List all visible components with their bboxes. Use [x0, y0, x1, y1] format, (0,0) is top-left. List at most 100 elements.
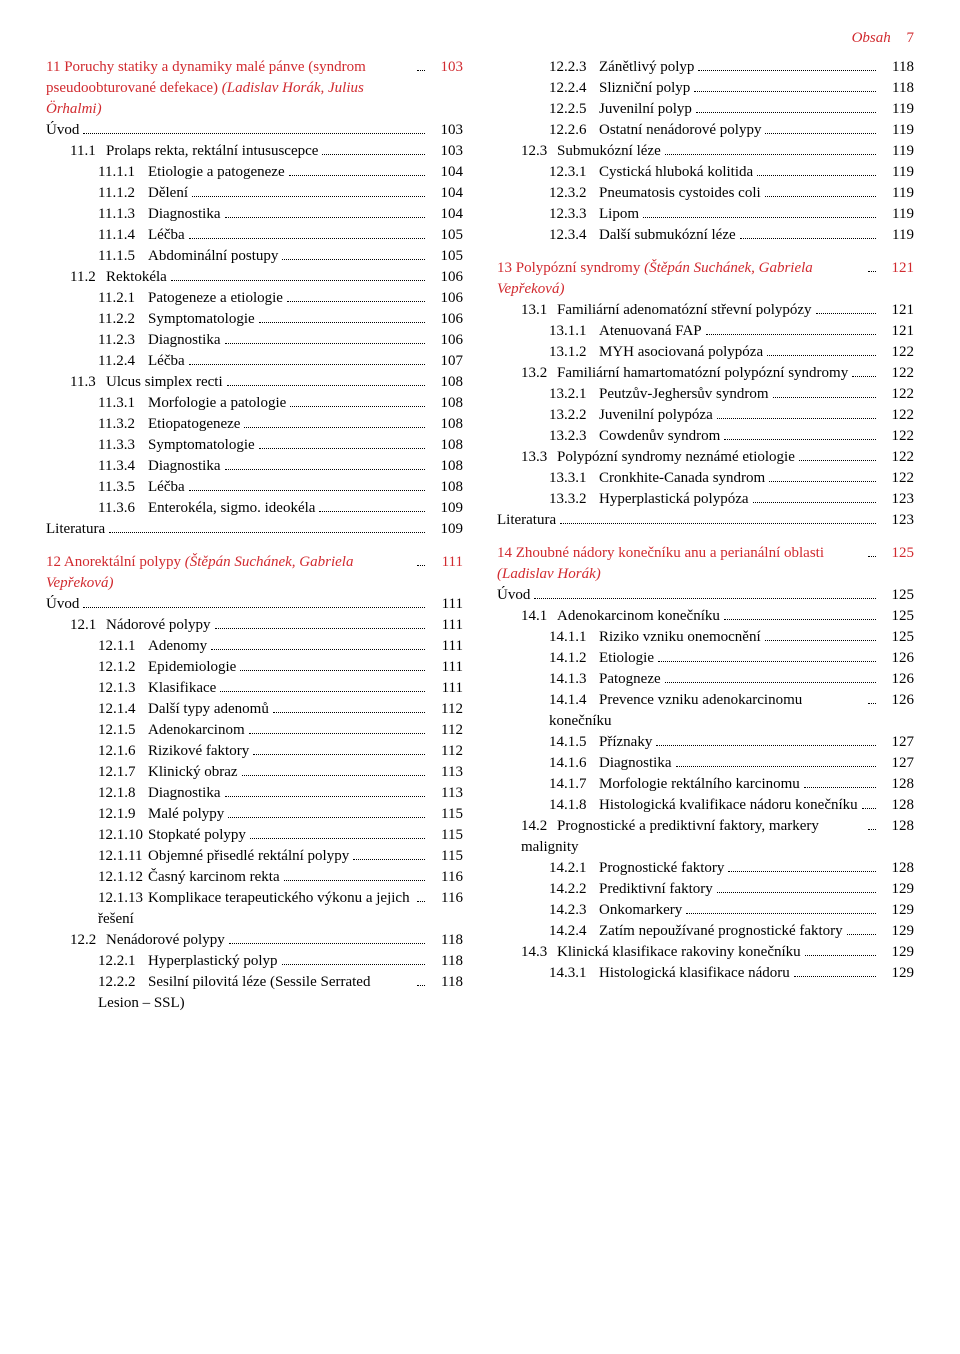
toc-entry-label: Submukózní léze: [557, 143, 661, 159]
toc-entry: 14.1.8 Histologická kvalifikace nádoru k…: [497, 795, 914, 816]
toc-entry: 12.1.2 Epidemiologie111: [46, 657, 463, 678]
toc-entry-label: Další typy adenomů: [148, 701, 269, 717]
toc-entry-page: 122: [880, 468, 914, 489]
toc-entry-number: 12.1.9: [98, 804, 148, 825]
toc-entry: 12.1.11 Objemné přisedlé rektální polypy…: [46, 846, 463, 867]
toc-entry-label: Prognostické faktory: [599, 860, 724, 876]
toc-entry-page: 109: [429, 519, 463, 540]
toc-entry: 11.2.3 Diagnostika106: [46, 330, 463, 351]
toc-leader-dots: [665, 142, 876, 155]
toc-entry-number: 14.2.1: [549, 858, 599, 879]
toc-entry: 12.3 Submukózní léze 119: [497, 141, 914, 162]
toc-entry-label: 13 Polypózní syndromy (Štěpán Suchánek, …: [497, 260, 813, 297]
toc-entry-number: 12.3.1: [549, 162, 599, 183]
toc-entry-text: 12.2.1 Hyperplastický polyp: [98, 951, 278, 972]
toc-entry-text: 12.1.8 Diagnostika: [98, 783, 221, 804]
toc-entry: 12.1 Nádorové polypy111: [46, 615, 463, 636]
toc-entry-text: 12.3.2 Pneumatosis cystoides coli: [549, 183, 761, 204]
toc-entry-text: 11.3.5 Léčba: [98, 477, 185, 498]
toc-entry-number: 12.3.3: [549, 204, 599, 225]
toc-entry-text: 12.2.4 Slizniční polyp: [549, 78, 690, 99]
toc-entry-number: 13.2.3: [549, 426, 599, 447]
toc-leader-dots: [799, 448, 876, 461]
toc-entry-label: Adenokarcinom: [148, 722, 245, 738]
toc-leader-dots: [240, 658, 425, 671]
toc-entry-page: 104: [429, 162, 463, 183]
toc-entry: 11 Poruchy statiky a dynamiky malé pánve…: [46, 57, 463, 120]
toc-entry-text: 12.3.4 Další submukózní léze: [549, 225, 736, 246]
toc-leader-dots: [417, 973, 425, 986]
toc-entry-page: 113: [429, 762, 463, 783]
toc-entry-page: 119: [880, 141, 914, 162]
toc-entry-page: 103: [429, 57, 463, 78]
toc-entry-page: 125: [880, 585, 914, 606]
toc-entry-label: Diagnostika: [148, 206, 221, 222]
toc-leader-dots: [109, 520, 425, 533]
toc-entry-number: 12.2: [70, 930, 106, 951]
toc-entry-text: 14.1.8 Histologická kvalifikace nádoru k…: [549, 795, 858, 816]
toc-entry-label: Úvod: [497, 587, 530, 603]
toc-entry-text: Literatura: [497, 510, 556, 531]
toc-entry-text: 14.2 Prognostické a prediktivní faktory,…: [521, 816, 864, 858]
toc-entry-label: Peutzův-Jeghersův syn­drom: [599, 386, 769, 402]
toc-entry-text: 12.1.13 Komplikace terapeutic­kého výkon…: [98, 888, 413, 930]
toc-entry-page: 109: [429, 498, 463, 519]
toc-entry: 12.2.3 Zánětlivý polyp118: [497, 57, 914, 78]
toc-entry-label: Patogneze: [599, 671, 661, 687]
toc-entry: Literatura109: [46, 519, 463, 540]
toc-entry-number: 11.2: [70, 267, 106, 288]
toc-entry-label: Časný karcinom rekta: [148, 869, 280, 885]
toc-entry: 13.2.2 Juvenilní polypóza122: [497, 405, 914, 426]
toc-entry-number: 11.2.1: [98, 288, 148, 309]
toc-entry-label: Patogeneze a etiologie: [148, 290, 283, 306]
toc-entry-number: 11.3.5: [98, 477, 148, 498]
toc-entry-text: 13.3.1 Cronkhite-Canada syndrom: [549, 468, 765, 489]
toc-leader-dots: [757, 163, 876, 176]
toc-entry: 11.3.1 Morfologie a patologie108: [46, 393, 463, 414]
toc-entry-text: 12.2.5 Juvenilní polyp: [549, 99, 692, 120]
toc-entry: 12.1.7 Klinický obraz113: [46, 762, 463, 783]
toc-leader-dots: [717, 406, 876, 419]
toc-entry-page: 129: [880, 921, 914, 942]
toc-entry-label: Etiopatogeneze: [148, 416, 240, 432]
toc-entry-label: Polypózní syndromy neznámé etiologie: [557, 449, 795, 465]
toc-leader-dots: [868, 691, 876, 704]
toc-leader-dots: [353, 847, 425, 860]
toc-entry-label: Klinická klasifikace rakoviny koneč­níku: [557, 944, 801, 960]
toc-entry-text: 12.1.10 Stopkaté polypy: [98, 825, 246, 846]
toc-entry: 12.1.9 Malé polypy115: [46, 804, 463, 825]
toc-entry-page: 112: [429, 741, 463, 762]
toc-entry-text: 11.3 Ulcus simplex recti: [70, 372, 223, 393]
toc-entry-text: 12.3 Submukózní léze: [521, 141, 661, 162]
toc-entry-text: 12.1.11 Objemné přisedlé rektální polypy: [98, 846, 349, 867]
toc-entry-page: 125: [880, 627, 914, 648]
toc-entry-label: Klasifikace: [148, 680, 216, 696]
toc-leader-dots: [220, 679, 425, 692]
toc-entry-label: Objemné přisedlé rektální polypy: [148, 848, 349, 864]
toc-leader-dots: [862, 796, 876, 809]
toc-leader-dots: [868, 544, 876, 557]
toc-entry-label: Morfologie rektálního kar­cinomu: [599, 776, 800, 792]
toc-entry-number: 14.1.6: [549, 753, 599, 774]
toc-entry-number: 12.1.1: [98, 636, 148, 657]
toc-leader-dots: [228, 805, 425, 818]
toc-entry-text: 14.1.7 Morfologie rektálního kar­cinomu: [549, 774, 800, 795]
toc-entry: Literatura123: [497, 510, 914, 531]
toc-leader-dots: [706, 322, 876, 335]
toc-entry: 12.1.1 Adenomy111: [46, 636, 463, 657]
toc-entry-label: Abdominální postupy: [148, 248, 278, 264]
toc-leader-dots: [686, 901, 876, 914]
toc-entry-label: Prolaps rekta, rektální intususcepce: [106, 143, 318, 159]
toc-leader-dots: [259, 310, 425, 323]
toc-leader-dots: [868, 817, 876, 830]
toc-entry-page: 108: [429, 393, 463, 414]
toc-entry-number: 14.1: [521, 606, 557, 627]
toc-entry-label: Zánětlivý polyp: [599, 59, 694, 75]
toc-entry: 13.2.1 Peutzův-Jeghersův syn­drom122: [497, 384, 914, 405]
toc-leader-dots: [290, 394, 425, 407]
toc-entry-label: Diagnostika: [599, 755, 672, 771]
toc-leader-dots: [225, 205, 426, 218]
toc-entry-page: 111: [429, 594, 463, 615]
toc-entry-page: 128: [880, 858, 914, 879]
toc-entry-label: Lipom: [599, 206, 639, 222]
